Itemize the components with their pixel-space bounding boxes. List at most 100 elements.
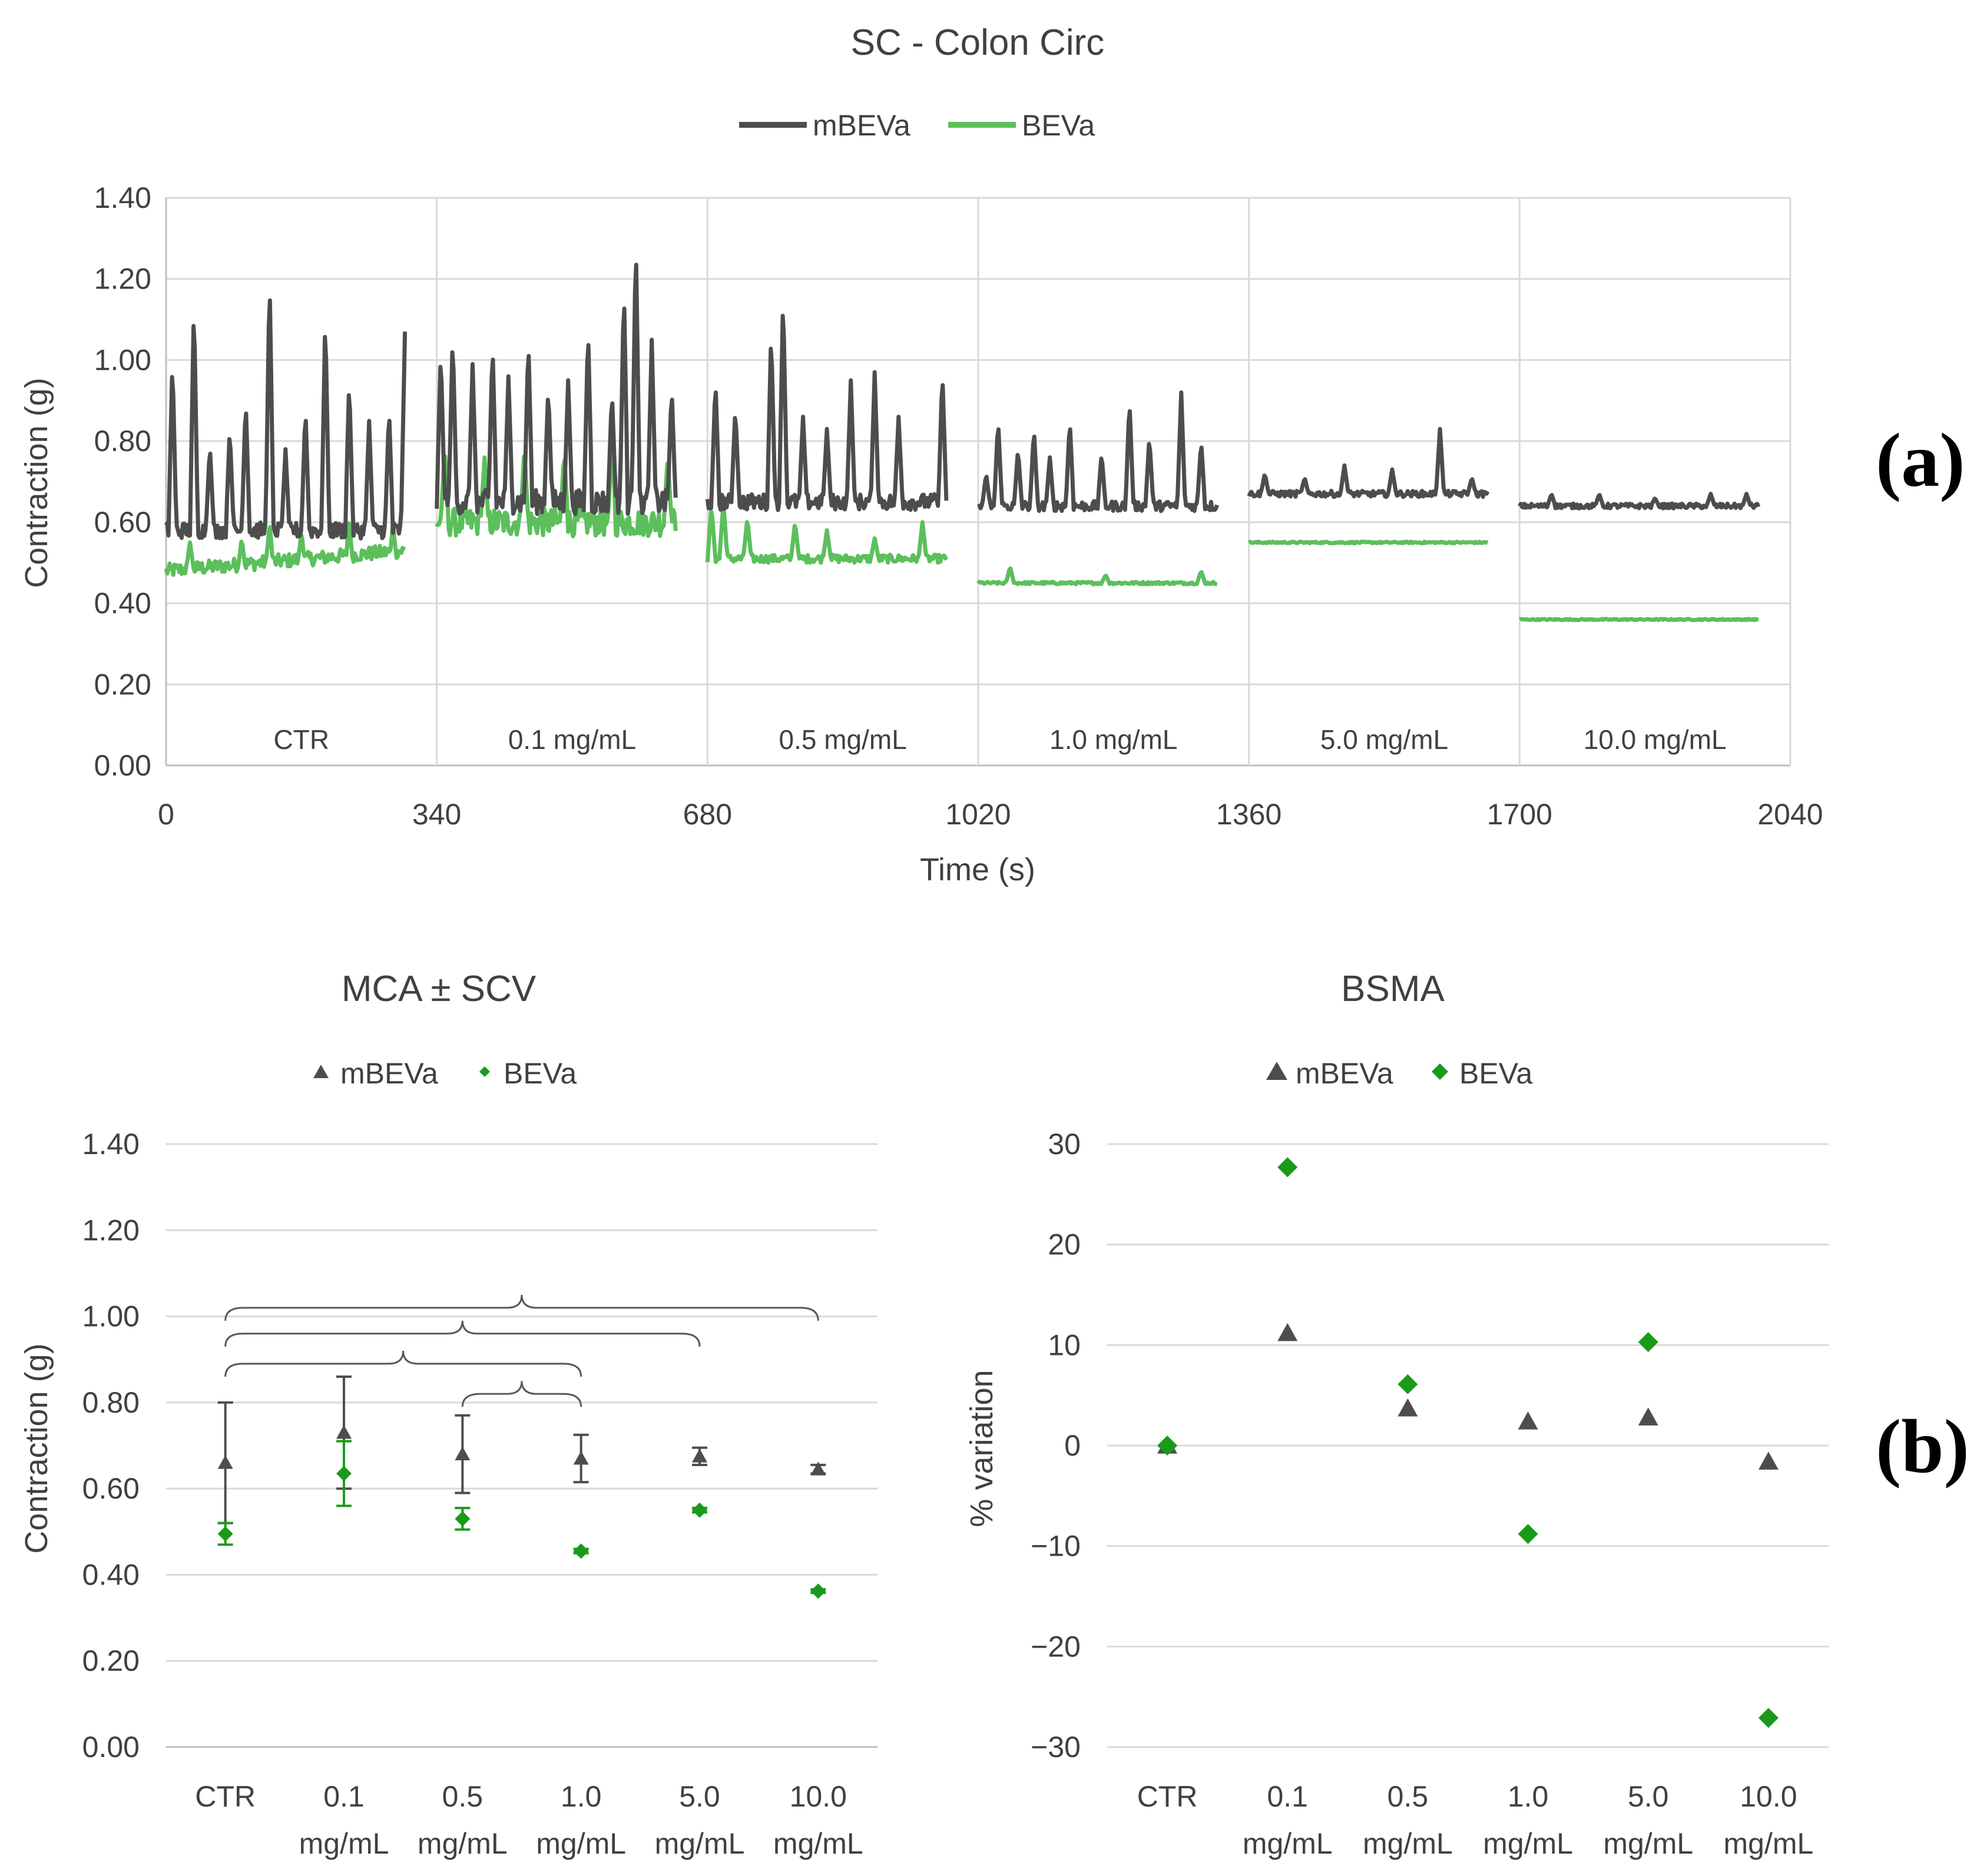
trace-y-tick-label: 0.00 — [94, 749, 151, 782]
mca-point-beva — [692, 1502, 707, 1518]
mca-significance-bracket — [224, 1350, 582, 1377]
mca-point-beva — [573, 1543, 589, 1559]
mca-point-beva — [217, 1526, 233, 1542]
mca-point-mbeva — [336, 1425, 352, 1439]
bsma-title: BSMA — [1341, 969, 1445, 1009]
mca-y-tick-label: 0.00 — [82, 1731, 140, 1764]
mca-legend-label-beva: BEVa — [504, 1057, 577, 1090]
bsma-legend: mBEVa BEVa — [1266, 1057, 1532, 1090]
mca-x-tick-label: 5.0 — [679, 1780, 720, 1813]
panel-label-a: (a) — [1876, 418, 1965, 503]
trace-x-tick-label: 680 — [683, 798, 732, 831]
bsma-x-tick-unit: mg/mL — [1724, 1827, 1814, 1860]
bsma-point-beva — [1157, 1436, 1178, 1456]
mca-title: MCA ± SCV — [342, 969, 537, 1009]
bsma-point-beva — [1397, 1374, 1418, 1394]
trace-line-beva-5-0-mg-ml — [1247, 539, 1489, 546]
trace-line-mbeva-5-0-mg-ml — [1247, 427, 1490, 499]
mca-legend-label-mbeva: mBEVa — [340, 1057, 438, 1090]
bsma-y-tick-label: 30 — [1048, 1128, 1081, 1161]
mca-plot-area: 0.00 0.20 0.40 0.60 0.80 1.00 1.20 1.40 CTR 0.1 mg… — [82, 1128, 877, 1860]
mca-x-tick-label: 10.0 — [790, 1780, 847, 1813]
mca-significance-bracket — [224, 1320, 701, 1347]
trace-segment-label: 1.0 mg/mL — [1049, 724, 1177, 755]
bsma-x-tick-unit: mg/mL — [1243, 1827, 1333, 1860]
mca-point-beva — [810, 1583, 826, 1599]
trace-segment-label: 5.0 mg/mL — [1320, 724, 1448, 755]
bsma-x-tick-unit: mg/mL — [1363, 1827, 1453, 1860]
trace-line-mbeva-0-5-mg-ml — [705, 313, 949, 512]
bsma-point-mbeva — [1758, 1451, 1779, 1470]
mca-significance-bracket — [461, 1381, 582, 1407]
bsma-point-beva — [1638, 1332, 1658, 1353]
mca-y-label: Contraction (g) — [19, 1343, 54, 1553]
mca-y-tick-label: 0.20 — [82, 1645, 140, 1678]
bsma-legend-marker-beva — [1432, 1063, 1448, 1080]
bsma-y-tick-label: −20 — [1031, 1630, 1081, 1663]
mca-x-tick-label: 1.0 — [561, 1780, 602, 1813]
mca-point-mbeva — [810, 1461, 826, 1476]
trace-title: SC - Colon Circ — [851, 22, 1105, 63]
bsma-point-beva — [1518, 1524, 1538, 1544]
bsma-point-beva — [1758, 1708, 1779, 1728]
bsma-x-tick-label: 10.0 — [1740, 1780, 1797, 1813]
trace-y-tick-label: 0.20 — [94, 668, 151, 701]
trace-line-mbeva-10-0-mg-ml — [1518, 492, 1761, 511]
bsma-x-tick-label: 5.0 — [1628, 1780, 1669, 1813]
bsma-plot-area: −30 −20 −10 0 10 20 30 CTR 0.1 mg/mL 0.5 mg/mL 1.0 mg… — [1031, 1128, 1829, 1860]
trace-segment-label: CTR — [274, 724, 330, 755]
mca-point-beva — [336, 1466, 352, 1481]
bsma-x-tick-label: 0.1 — [1267, 1780, 1308, 1813]
bsma-point-mbeva — [1397, 1398, 1418, 1417]
trace-segment-label: 0.5 mg/mL — [779, 724, 907, 755]
bsma-y-tick-label: 0 — [1064, 1429, 1081, 1462]
trace-segment-label: 0.1 mg/mL — [508, 724, 636, 755]
bsma-y-tick-label: 20 — [1048, 1228, 1081, 1261]
bsma-x-tick-label: CTR — [1137, 1780, 1198, 1813]
trace-y-tick-label: 0.40 — [94, 587, 151, 620]
bsma-y-tick-label: −30 — [1031, 1731, 1081, 1764]
mca-point-mbeva — [217, 1455, 233, 1469]
mca-x-tick-label: 0.1 — [323, 1780, 365, 1813]
mca-x-tick-unit: mg/mL — [299, 1827, 389, 1860]
trace-line-beva-1-0-mg-ml — [976, 566, 1218, 586]
trace-line-beva-10-0-mg-ml — [1518, 617, 1760, 622]
mca-x-tick-unit: mg/mL — [773, 1827, 863, 1860]
trace-legend: mBEVa BEVa — [739, 109, 1095, 142]
mca-y-tick-label: 1.00 — [82, 1300, 140, 1333]
trace-y-tick-label: 1.00 — [94, 343, 151, 376]
bsma-point-beva — [1277, 1157, 1298, 1178]
mca-y-tick-label: 1.40 — [82, 1128, 140, 1161]
trace-legend-label-mbeva: mBEVa — [813, 109, 910, 142]
trace-y-tick-label: 0.80 — [94, 425, 151, 458]
bsma-x-tick-unit: mg/mL — [1603, 1827, 1693, 1860]
trace-segment-label: 10.0 mg/mL — [1584, 724, 1727, 755]
bsma-x-tick-label: 1.0 — [1508, 1780, 1549, 1813]
trace-x-tick-label: 340 — [412, 798, 461, 831]
trace-line-mbeva-0-1-mg-ml — [435, 263, 678, 516]
mca-point-mbeva — [692, 1449, 707, 1463]
trace-line-beva-0-1-mg-ml — [435, 443, 678, 539]
trace-y-tick-label: 1.40 — [94, 181, 151, 214]
bsma-x-tick-unit: mg/mL — [1483, 1827, 1573, 1860]
panel-label-b: (b) — [1876, 1404, 1969, 1489]
trace-y-tick-label: 1.20 — [94, 263, 151, 296]
bsma-y-tick-label: 10 — [1048, 1328, 1081, 1361]
trace-x-tick-label: 2040 — [1757, 798, 1823, 831]
mca-x-tick-unit: mg/mL — [536, 1827, 626, 1860]
bsma-point-mbeva — [1277, 1323, 1298, 1341]
mca-y-tick-label: 0.40 — [82, 1558, 140, 1591]
trace-x-tick-label: 0 — [158, 798, 174, 831]
bsma-legend-label-mbeva: mBEVa — [1296, 1057, 1393, 1090]
mca-point-beva — [455, 1511, 471, 1527]
bsma-legend-marker-mbeva — [1266, 1062, 1287, 1080]
mca-x-tick-label: 0.5 — [442, 1780, 483, 1813]
trace-line-mbeva-ctr — [164, 298, 408, 541]
mca-legend: mBEVa BEVa — [313, 1057, 577, 1090]
bsma-point-mbeva — [1638, 1407, 1658, 1426]
mca-legend-marker-beva — [479, 1066, 490, 1077]
bsma-y-tick-label: −10 — [1031, 1530, 1081, 1563]
trace-line-beva-0-5-mg-ml — [705, 505, 949, 565]
trace-line-mbeva-1-0-mg-ml — [977, 390, 1219, 513]
